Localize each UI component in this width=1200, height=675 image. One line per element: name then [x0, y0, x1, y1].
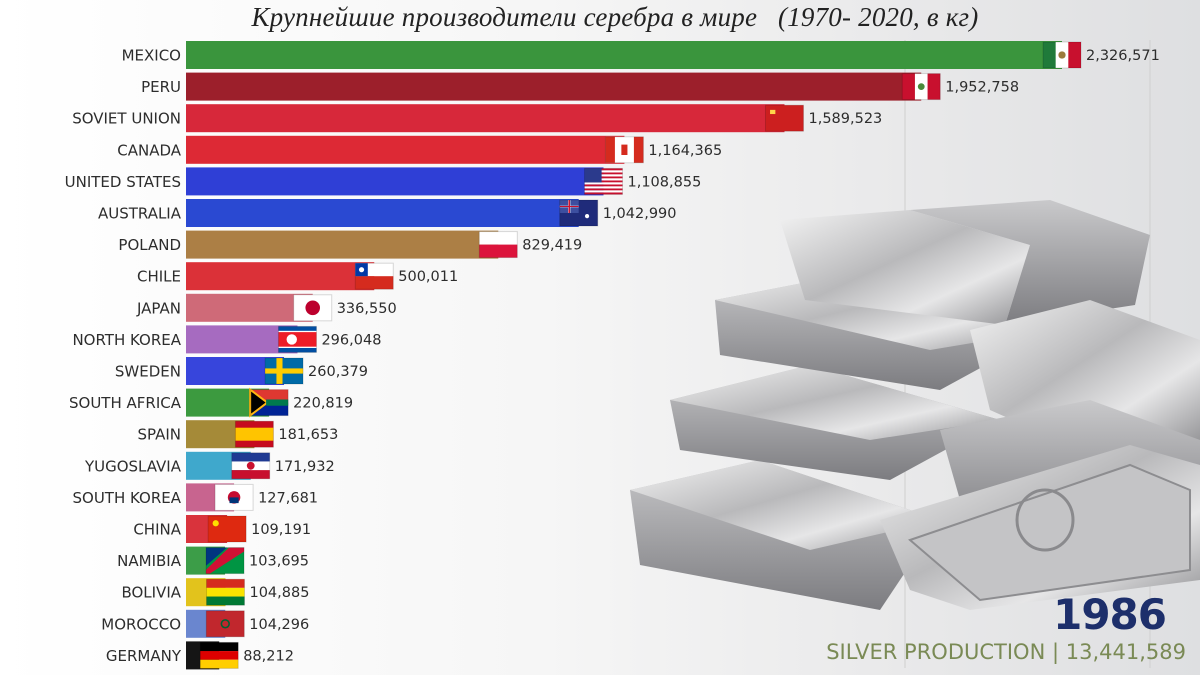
- value-label: 260,379: [308, 364, 368, 380]
- year-label: 1986: [1053, 590, 1167, 639]
- value-label: 88,212: [243, 648, 294, 664]
- value-label: 127,681: [258, 490, 318, 506]
- bar-united-states: [186, 167, 604, 196]
- value-label: 1,589,523: [808, 111, 882, 127]
- yugoslavia-flag-icon: [231, 452, 271, 480]
- category-label: NAMIBIA: [117, 552, 182, 570]
- value-label: 336,550: [337, 301, 397, 317]
- category-label: SWEDEN: [115, 363, 181, 381]
- bar-australia: [186, 199, 579, 227]
- silver-production-total: SILVER PRODUCTION | 13,441,589: [826, 640, 1186, 664]
- chart-title: Крупнейшие производители серебра в мире …: [251, 2, 979, 32]
- category-label: UNITED STATES: [65, 173, 181, 191]
- bar-mexico: [186, 41, 1062, 69]
- bar-canada: [186, 135, 625, 164]
- morocco-flag-icon: [205, 610, 245, 638]
- australia-flag-icon: [559, 199, 599, 227]
- value-label: 1,164,365: [648, 143, 722, 159]
- category-label: BOLIVIA: [121, 584, 181, 602]
- north-korea-flag-icon: [277, 325, 317, 353]
- soviet-union-flag-icon: [764, 104, 804, 132]
- value-label: 181,653: [278, 427, 338, 443]
- germany-flag-icon: [199, 641, 239, 669]
- category-label: MOROCCO: [101, 615, 181, 633]
- value-label: 1,042,990: [603, 206, 677, 222]
- category-label: SOUTH KOREA: [72, 489, 181, 507]
- footer-separator: |: [1051, 640, 1060, 664]
- category-label: POLAND: [118, 236, 181, 254]
- category-label: CHILE: [137, 268, 181, 286]
- value-label: 220,819: [293, 396, 353, 412]
- sweden-flag-icon: [264, 357, 304, 385]
- south-africa-flag-icon: [249, 387, 289, 418]
- bolivia-flag-icon: [205, 578, 245, 606]
- footer-total: 13,441,589: [1065, 640, 1186, 664]
- category-label: YUGOSLAVIA: [84, 457, 182, 475]
- category-label: MEXICO: [122, 47, 181, 65]
- spain-flag-icon: [234, 420, 274, 448]
- category-label: SOUTH AFRICA: [69, 394, 182, 412]
- value-label: 109,191: [251, 522, 311, 538]
- category-label: GERMANY: [106, 647, 182, 665]
- poland-flag-icon: [478, 231, 518, 259]
- value-label: 2,326,571: [1086, 48, 1160, 64]
- value-label: 103,695: [249, 554, 309, 570]
- united-states-flag-icon: [584, 167, 624, 195]
- value-label: 1,108,855: [628, 174, 702, 190]
- value-label: 1,952,758: [945, 80, 1019, 96]
- category-label: AUSTRALIA: [98, 205, 182, 223]
- bar-peru: [186, 72, 922, 101]
- bar-japan: [186, 293, 313, 322]
- silver-bars-image: [630, 200, 1200, 610]
- canada-flag-icon: [604, 136, 644, 164]
- value-label: 500,011: [398, 269, 458, 285]
- bar-poland: [186, 230, 499, 259]
- value-label: 104,296: [249, 617, 309, 633]
- category-label: SPAIN: [137, 426, 181, 444]
- category-label: CANADA: [117, 141, 182, 159]
- chile-flag-icon: [354, 262, 394, 290]
- peru-flag-icon: [901, 73, 941, 101]
- namibia-flag-icon: [205, 547, 245, 575]
- south-korea-flag-icon: [214, 483, 254, 511]
- mexico-flag-icon: [1042, 41, 1082, 69]
- value-label: 104,885: [249, 585, 309, 601]
- category-label: NORTH KOREA: [72, 331, 181, 349]
- value-label: 829,419: [522, 238, 582, 254]
- value-label: 171,932: [275, 459, 335, 475]
- value-label: 296,048: [321, 332, 381, 348]
- bar-chile: [186, 262, 375, 291]
- bar-soviet-union: [186, 104, 785, 133]
- japan-flag-icon: [293, 294, 333, 322]
- category-label: JAPAN: [136, 299, 181, 317]
- category-label: CHINA: [133, 521, 181, 539]
- category-label: PERU: [141, 78, 181, 96]
- category-label: SOVIET UNION: [72, 110, 181, 128]
- footer-label: SILVER PRODUCTION: [826, 640, 1046, 664]
- china-flag-icon: [207, 515, 247, 543]
